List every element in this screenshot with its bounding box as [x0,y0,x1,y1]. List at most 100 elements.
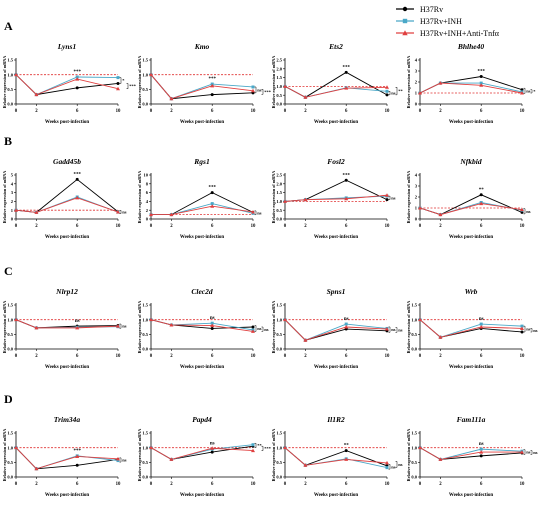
y-axis-label: Relative expression of mRNA [137,429,142,482]
data-point [116,456,120,461]
significance-label: ns [344,317,349,322]
panel: Ets2 Relative expression of mRNA Weeks pos… [271,42,403,125]
significance-bracket [126,83,129,89]
significance-bracket [523,449,526,455]
x-tick-label: 0 [284,109,287,114]
y-axis-label: Relative expression of mRNA [271,429,276,482]
significance-label: *** [342,173,350,178]
data-point [149,72,153,77]
y-tick-label: 5 [11,173,14,178]
significance-label: *** [477,70,485,75]
significance-label: * [533,89,536,94]
x-axis-label: Weeks post-infection [449,365,494,370]
x-tick-label: 0 [150,482,153,487]
significance-bracket [388,464,391,470]
x-tick-label: 0 [150,354,153,359]
series-line [150,319,254,332]
y-tick-label: 3 [415,69,418,74]
significance-label: ns [479,442,484,447]
x-tick-label: 10 [251,109,256,114]
x-tick-label: 0 [284,482,287,487]
data-point [149,212,153,217]
data-point [479,201,484,206]
x-tick-label: 10 [116,224,121,229]
data-point [344,457,349,461]
series-line [419,82,523,94]
x-tick-label: 2 [170,482,173,487]
panel-title: Bhlhe40 [457,42,485,51]
y-tick-label: 0.5 [7,332,13,337]
y-tick-label: 2 [11,199,14,204]
data-point [251,448,255,453]
data-point [283,445,287,450]
y-tick-label: 1.5 [276,190,282,195]
y-tick-label: 2 [415,195,418,200]
significance-bracket [119,457,122,463]
y-axis-label: Relative expression of mRNA [406,56,411,109]
data-point [520,326,524,330]
x-tick-label: 10 [251,224,256,229]
y-tick-label: 10 [144,173,149,178]
panel-title: Papd4 [192,415,212,424]
x-tick-label: 0 [15,482,18,487]
x-axis-label: Weeks post-infection [180,235,225,240]
x-tick-label: 6 [480,354,483,359]
legend-swatch-marker [402,6,408,12]
data-point [169,457,174,461]
data-point [210,191,214,195]
y-tick-label: 1.5 [276,303,282,308]
y-tick-label: 3 [415,184,418,189]
y-tick-label: 0.5 [276,208,282,213]
data-point [210,204,215,208]
data-point [14,317,18,322]
y-tick-label: 0.0 [7,102,13,107]
x-tick-label: 2 [35,482,38,487]
y-tick-label: 0.5 [142,332,148,337]
x-axis-label: Weeks post-infection [180,493,225,498]
x-tick-label: 10 [385,224,390,229]
x-axis-label: Weeks post-infection [314,365,359,370]
data-point [303,95,308,99]
data-point [75,454,80,458]
data-point [344,86,349,90]
legend-label: H37Rv+INH+Anti-Tnfα [420,29,500,38]
x-tick-label: 6 [211,354,214,359]
data-point [385,85,389,89]
data-point [303,197,308,202]
data-point [34,466,39,471]
panel-title: Lyns1 [57,42,76,51]
x-tick-label: 6 [345,109,348,114]
x-tick-label: 6 [76,482,79,487]
y-tick-label: 1.5 [276,75,282,80]
data-point [385,466,389,470]
data-point [385,460,389,465]
data-point [34,210,39,214]
series-line [15,178,119,213]
y-axis-label: Relative expression of mRNA [2,429,7,482]
x-tick-label: 6 [345,354,348,359]
legend-swatch-marker [402,30,408,36]
panel: Wrb Relative expression of mRNA Weeks post… [406,287,538,370]
legend-label: H37Rv [420,5,443,14]
panel: Fosl2 Relative expression of mRNA Weeks po… [271,157,396,240]
data-point [14,445,18,450]
y-tick-label: 4 [415,173,418,178]
x-axis-label: Weeks post-infection [45,493,90,498]
panel: Il1R2 Relative expression of mRNA Weeks po… [271,415,403,498]
significance-label: ** [398,89,403,94]
y-tick-label: 0.0 [142,475,148,480]
x-tick-label: 6 [480,109,483,114]
significance-bracket [530,450,533,455]
x-tick-label: 10 [251,354,256,359]
series-line [15,197,119,213]
data-point [303,338,308,342]
x-axis-label: Weeks post-infection [180,365,225,370]
data-point [14,208,18,212]
y-tick-label: 2.5 [276,173,282,178]
x-tick-label: 10 [385,354,390,359]
significance-bracket [388,91,391,96]
y-tick-label: 1.5 [411,431,417,436]
data-point [210,446,215,450]
significance-label: ns [210,316,215,321]
series-line [284,194,388,202]
